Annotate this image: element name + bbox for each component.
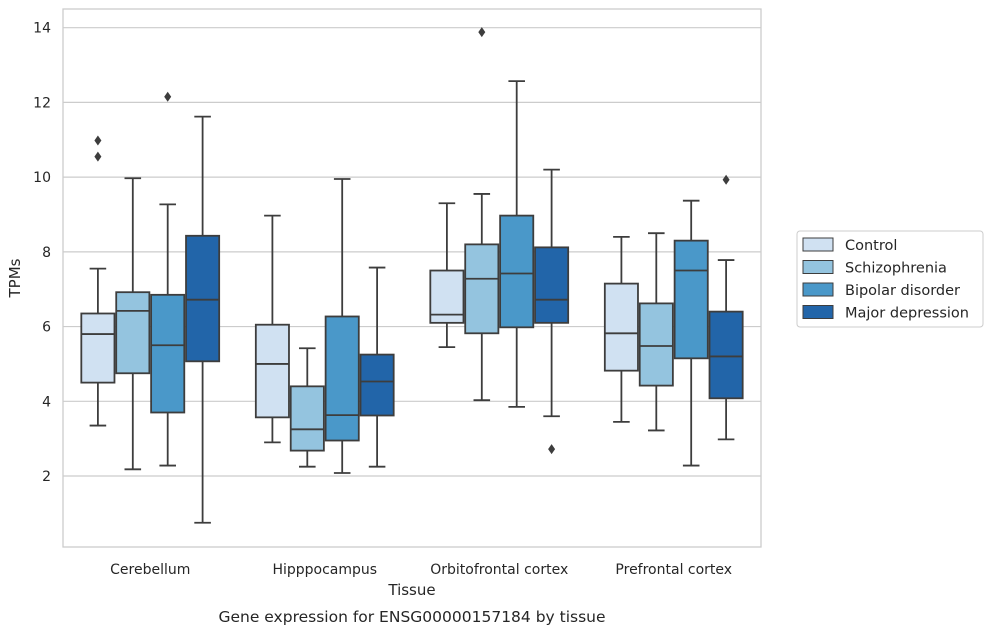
box-major-depression (534, 168, 570, 455)
box-body (534, 246, 570, 324)
y-tick-label: 2 (42, 469, 51, 485)
legend-label: Schizophrenia (845, 261, 947, 277)
x-tick-label: Orbitofrontal cortex (430, 562, 568, 578)
box-body (359, 353, 395, 417)
box-bipolar-disorder (150, 91, 186, 467)
box-major-depression (708, 174, 744, 441)
y-axis-label: TPMs (6, 258, 24, 298)
box-schizophrenia (638, 232, 674, 432)
y-tick-label: 4 (42, 394, 51, 410)
plot-frame (62, 8, 762, 548)
y-tick-label: 14 (33, 21, 51, 37)
box-body (185, 234, 221, 363)
y-tick-label: 10 (33, 170, 51, 186)
box-bipolar-disorder (324, 178, 360, 474)
x-tick-labels: Cerebellum Hipppocampus Orbitofrontal cort… (110, 562, 732, 578)
legend-swatch (802, 282, 834, 297)
box-body (638, 302, 674, 387)
legend-frame (796, 230, 984, 328)
x-tick-label: Hipppocampus (272, 562, 377, 578)
legend-swatch (802, 260, 834, 274)
legend-swatch (802, 237, 834, 252)
box-control (80, 135, 116, 427)
box-body (464, 243, 500, 335)
box-schizophrenia (115, 177, 151, 471)
figure-caption: Gene expression for ENSG00000157184 by t… (218, 608, 605, 626)
box-control (429, 202, 465, 349)
legend: Control Schizophrenia Bipolar disorder Majo… (796, 230, 984, 328)
box-control (603, 236, 639, 423)
box-body (289, 385, 325, 452)
x-tick-label: Cerebellum (110, 562, 190, 578)
box-body (708, 310, 744, 400)
outlier-point (478, 27, 486, 38)
x-axis-label: Tissue (387, 581, 435, 599)
box-major-depression (185, 115, 221, 524)
outlier-point (94, 151, 102, 162)
box-bipolar-disorder (499, 80, 535, 408)
box-bipolar-disorder (673, 199, 709, 467)
legend-label: Control (845, 238, 897, 254)
legend-label: Major depression (845, 306, 969, 322)
legend-swatch (802, 305, 834, 319)
y-tick-label: 6 (42, 320, 51, 336)
box-schizophrenia (289, 347, 325, 468)
box-body (115, 291, 151, 375)
outlier-point (164, 91, 172, 102)
box-body (603, 282, 639, 372)
box-body (324, 315, 360, 442)
box-body (80, 312, 116, 384)
box-schizophrenia (464, 27, 500, 402)
outlier-point (548, 444, 556, 455)
box-body (499, 214, 535, 329)
plot-boxes (80, 27, 744, 524)
y-tick-label: 12 (33, 95, 51, 111)
outlier-point (94, 135, 102, 146)
x-tick-label: Prefrontal cortex (615, 562, 732, 578)
box-body (254, 323, 290, 419)
box-body (150, 293, 186, 414)
y-tick-labels: 2 4 6 8 10 12 14 (33, 21, 51, 485)
box-control (254, 214, 290, 444)
outlier-point (722, 174, 730, 185)
box-body (673, 239, 709, 360)
legend-label: Bipolar disorder (845, 283, 960, 299)
box-major-depression (359, 266, 395, 468)
y-tick-label: 8 (42, 245, 51, 261)
